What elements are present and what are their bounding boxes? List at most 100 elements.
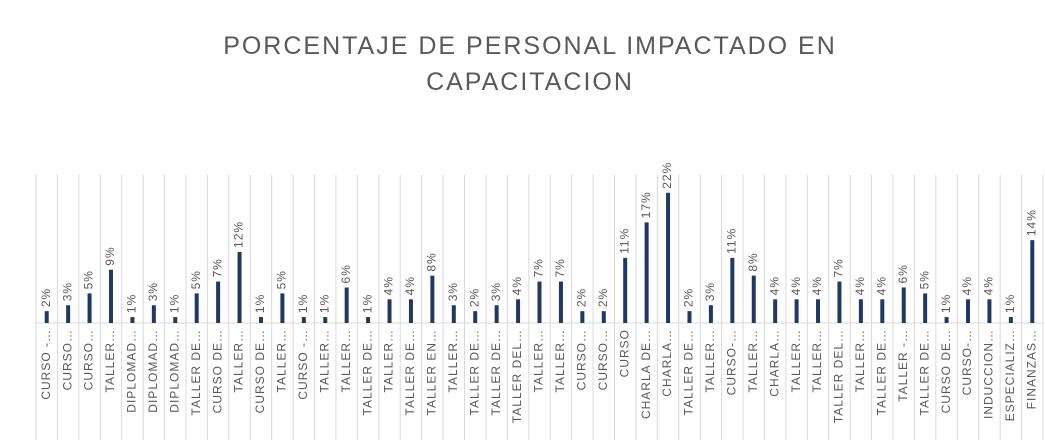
- x-tick-label: TALLER…: [382, 329, 396, 392]
- bar: [1008, 317, 1013, 323]
- x-tick-label: TALLER…: [339, 329, 353, 392]
- bar: [687, 311, 692, 323]
- data-label: 9%: [103, 246, 117, 265]
- data-label: 22%: [660, 162, 674, 189]
- x-tick-label: CHARLA DE…: [639, 329, 653, 419]
- x-tick-label: CURSO -…: [39, 329, 53, 400]
- x-tick-label: TALLER…: [317, 329, 331, 392]
- bar: [323, 317, 328, 323]
- x-tick-label: TALLER…: [553, 329, 567, 392]
- bar: [901, 287, 906, 323]
- x-tick-label: TALLER DEL…: [832, 329, 846, 423]
- x-tick-label: CURSO-…: [960, 329, 974, 395]
- data-label: 1%: [939, 294, 953, 313]
- bar: [216, 281, 221, 323]
- data-label: 3%: [446, 282, 460, 301]
- data-label: 1%: [360, 294, 374, 313]
- data-label: 3%: [489, 282, 503, 301]
- data-label: 11%: [617, 228, 631, 254]
- data-label: 4%: [982, 276, 996, 295]
- bar: [816, 299, 821, 323]
- x-tick-label: TALLER DE…: [489, 329, 503, 415]
- x-tick-label: DIPLOMAD…: [167, 329, 181, 413]
- bar: [44, 311, 49, 323]
- data-label: 5%: [275, 270, 289, 289]
- bar: [601, 311, 606, 323]
- bar: [173, 317, 178, 323]
- bar: [516, 299, 521, 323]
- bar: [923, 293, 928, 323]
- data-label: 17%: [639, 191, 653, 218]
- bar: [644, 222, 649, 323]
- x-tick-label: TALLER DE…: [874, 329, 888, 415]
- x-tick-label: CURSO…: [596, 329, 610, 390]
- bar: [880, 299, 885, 323]
- bar: [151, 305, 156, 323]
- data-label: 5%: [917, 270, 931, 289]
- bar: [280, 293, 285, 323]
- data-label: 7%: [832, 258, 846, 277]
- data-label: 4%: [403, 276, 417, 295]
- data-label: 12%: [232, 221, 246, 248]
- data-label: 7%: [210, 258, 224, 277]
- data-label: 1%: [167, 294, 181, 313]
- x-tick-label: ESPECIALIZ…: [1003, 329, 1017, 421]
- bar: [730, 257, 735, 323]
- x-tick-label: TALLER…: [103, 329, 117, 392]
- x-tick-label: TALLER…: [275, 329, 289, 392]
- data-label: 3%: [146, 282, 160, 301]
- data-label: 4%: [853, 276, 867, 295]
- x-tick-label: CHARLA…: [767, 329, 781, 397]
- x-tick-label: TALLER DE…: [917, 329, 931, 415]
- data-label: 4%: [960, 276, 974, 295]
- bar: [451, 305, 456, 323]
- data-label: 11%: [725, 228, 739, 254]
- data-label: 8%: [425, 252, 439, 271]
- bar: [130, 317, 135, 323]
- bar: [966, 299, 971, 323]
- data-label: 4%: [510, 276, 524, 295]
- bar: [580, 311, 585, 323]
- bar: [558, 281, 563, 323]
- bar: [473, 311, 478, 323]
- data-label: 2%: [682, 288, 696, 307]
- x-tick-label: CURSO…: [60, 329, 74, 390]
- data-label: 2%: [596, 288, 610, 307]
- bar: [301, 317, 306, 323]
- bar: [987, 299, 992, 323]
- data-label: 1%: [1003, 294, 1017, 313]
- data-label: 2%: [575, 288, 589, 307]
- x-tick-label: TALLER EN…: [425, 329, 439, 415]
- data-label: 4%: [382, 276, 396, 295]
- bar: [837, 281, 842, 323]
- x-tick-label: TALLER DE…: [360, 329, 374, 415]
- x-tick-label: TALLER DE…: [682, 329, 696, 415]
- data-label: 6%: [339, 264, 353, 283]
- x-tick-label: CURSO DE…: [210, 329, 224, 413]
- data-label: 1%: [317, 294, 331, 313]
- bar: [108, 269, 113, 323]
- x-tick-label: CHARLA…: [660, 329, 674, 397]
- x-tick-label: CURSO…: [82, 329, 96, 390]
- bar: [708, 305, 713, 323]
- data-label: 1%: [296, 294, 310, 313]
- x-tick-label: FINANZAS…: [1024, 329, 1038, 409]
- bar: [87, 293, 92, 323]
- data-label: 2%: [467, 288, 481, 307]
- bar: [494, 305, 499, 323]
- x-tick-label: TALLER DE…: [403, 329, 417, 415]
- data-label: 14%: [1024, 209, 1038, 236]
- bar: [408, 299, 413, 323]
- bar: [944, 317, 949, 323]
- x-tick-label: DIPLOMAD…: [125, 329, 139, 413]
- bar: [194, 293, 199, 323]
- data-label: 3%: [60, 282, 74, 301]
- bar: [1030, 240, 1035, 323]
- x-tick-label: TALLER…: [232, 329, 246, 392]
- data-label: 6%: [896, 264, 910, 283]
- x-tick-label: TALLER DEL…: [510, 329, 524, 423]
- x-tick-label: INDUCCION…: [982, 329, 996, 419]
- data-label: 2%: [39, 288, 53, 307]
- data-label: 5%: [189, 270, 203, 289]
- bar: [858, 299, 863, 323]
